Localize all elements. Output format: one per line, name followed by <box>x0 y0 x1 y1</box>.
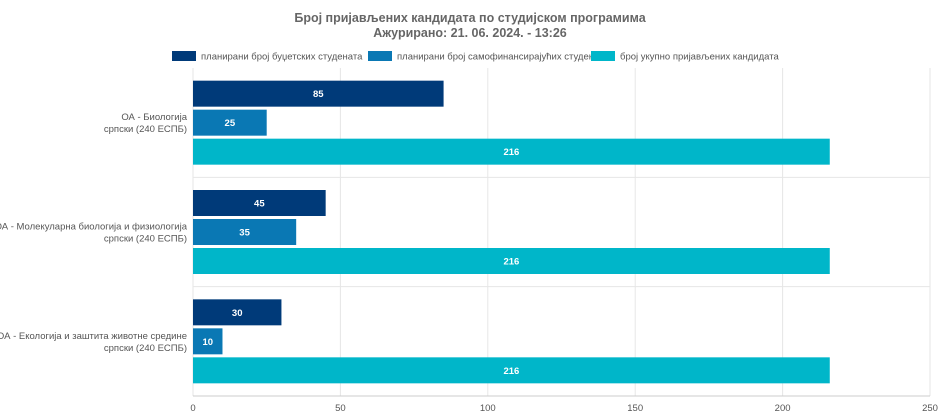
bar-value-label-3-3: 216 <box>503 366 519 377</box>
bar-1-2 <box>193 109 267 136</box>
chart-legend: планирани број буџетских студената планир… <box>172 51 779 63</box>
bars: 85 25 216 45 35 216 30 10 216 <box>193 80 830 384</box>
bar-value-label-2-2: 35 <box>239 228 250 239</box>
legend-label-3: број укупно пријављених кандидата <box>620 52 779 63</box>
category-labels: ОА - Биологија српски (240 ЕСПБ)ОА - Моле… <box>0 112 188 354</box>
bar-value-label-3-2: 10 <box>202 337 213 348</box>
bar-value-label-2-1: 45 <box>254 199 265 210</box>
bar-value-label-1-1: 85 <box>313 89 324 100</box>
tick-label-150: 150 <box>627 403 643 414</box>
tick-label-100: 100 <box>480 403 496 414</box>
legend-swatch-3 <box>591 51 615 61</box>
category-label-line: ОА - Екологија и заштита животне средине <box>0 331 187 342</box>
legend-swatch-1 <box>172 51 196 61</box>
category-label-2: ОА - Молекуларна биологија и физиологија… <box>0 222 188 245</box>
category-separators <box>193 176 930 397</box>
x-axis-ticks: 0 50 100 150 200 250 <box>190 403 938 414</box>
bar-2-1 <box>193 190 326 216</box>
tick-label-0: 0 <box>190 403 195 414</box>
legend-label-1: планирани број буџетских студената <box>201 52 363 63</box>
bar-value-label-2-3: 216 <box>503 257 519 268</box>
tick-label-50: 50 <box>335 403 346 414</box>
category-label-line: ОА - Биологија <box>121 112 187 123</box>
category-label-1: ОА - Биологија српски (240 ЕСПБ) <box>104 112 188 135</box>
category-label-line: српски (240 ЕСПБ) <box>104 343 187 354</box>
gridlines <box>192 68 931 396</box>
category-label-line: ОА - Молекуларна биологија и физиологија <box>0 222 188 233</box>
bar-value-label-1-2: 25 <box>225 118 236 129</box>
legend-label-2: планирани број самофинансирајућих студен… <box>397 52 609 63</box>
category-label-3: ОА - Екологија и заштита животне средине… <box>0 331 187 354</box>
tick-label-200: 200 <box>775 403 791 414</box>
bar-2-3 <box>193 248 830 274</box>
bar-value-label-3-1: 30 <box>232 308 243 319</box>
bar-1-3 <box>193 138 830 165</box>
bar-2-2 <box>193 219 297 245</box>
bar-3-2 <box>193 328 223 355</box>
bar-3-3 <box>193 357 830 384</box>
bar-1-1 <box>193 80 444 107</box>
category-label-line: српски (240 ЕСПБ) <box>104 124 187 135</box>
bar-value-label-1-3: 216 <box>503 147 519 158</box>
legend-swatch-2 <box>368 51 392 61</box>
chart-title: Број пријављених кандидата по студијском… <box>294 11 646 25</box>
chart-subtitle: Ажурирано: 21. 06. 2024. - 13:26 <box>373 26 567 40</box>
tick-label-250: 250 <box>922 403 938 414</box>
category-label-line: српски (240 ЕСПБ) <box>104 234 187 245</box>
bar-3-1 <box>193 299 282 326</box>
